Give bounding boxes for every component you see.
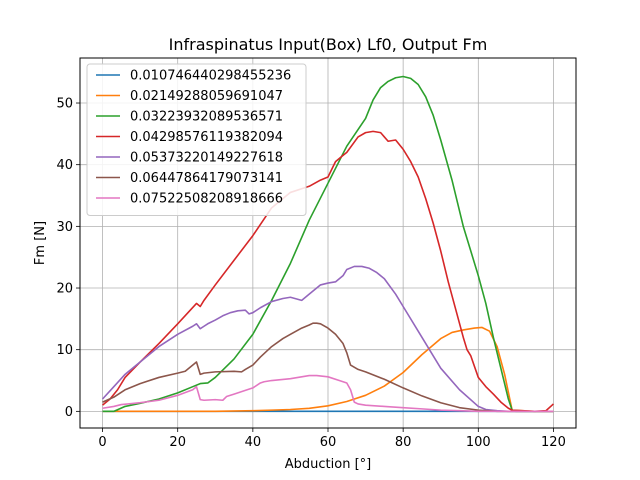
x-tick-label: 80 <box>395 435 412 450</box>
legend-label-1: 0.010746440298455236 <box>130 69 291 84</box>
legend: 0.010746440298455236 0.02149288059691047 0… <box>86 63 307 216</box>
x-tick-label: 100 <box>466 435 491 450</box>
series-line-5 <box>101 265 554 413</box>
axis-ticks: 0 20 40 60 80 100 120 0 10 20 30 40 50 <box>56 97 565 450</box>
series-layer <box>101 75 554 413</box>
y-axis-label: Fm [N] <box>33 221 48 265</box>
y-tick-label: 40 <box>56 158 73 173</box>
legend-label-7: 0.07522508208918666 <box>130 192 283 207</box>
series-line-7 <box>102 374 554 413</box>
legend-label-5: 0.05373220149227618 <box>130 151 283 166</box>
series-line-2 <box>102 326 554 413</box>
legend-label-6: 0.06447864179073141 <box>130 171 283 186</box>
x-tick-label: 60 <box>320 435 337 450</box>
x-tick-label: 40 <box>245 435 262 450</box>
x-axis-label: Abduction [°] <box>285 457 371 472</box>
series-line-6 <box>102 322 554 413</box>
legend-label-3: 0.03223932089536571 <box>130 110 283 125</box>
series-line-3 <box>102 75 554 413</box>
series-line-4 <box>102 130 554 413</box>
y-tick-label: 0 <box>65 405 73 420</box>
x-tick-label: 20 <box>169 435 186 450</box>
legend-label-4: 0.04298576119382094 <box>130 130 283 145</box>
x-tick-label: 120 <box>541 435 566 450</box>
x-tick-label: 0 <box>98 435 106 450</box>
y-tick-label: 50 <box>56 97 73 112</box>
legend-box <box>86 63 307 216</box>
y-tick-label: 30 <box>56 220 73 235</box>
y-tick-label: 20 <box>56 282 73 297</box>
y-tick-label: 10 <box>56 343 73 358</box>
chart-title: Infraspinatus Input(Box) Lf0, Output Fm <box>169 35 488 54</box>
legend-label-2: 0.02149288059691047 <box>130 89 283 104</box>
